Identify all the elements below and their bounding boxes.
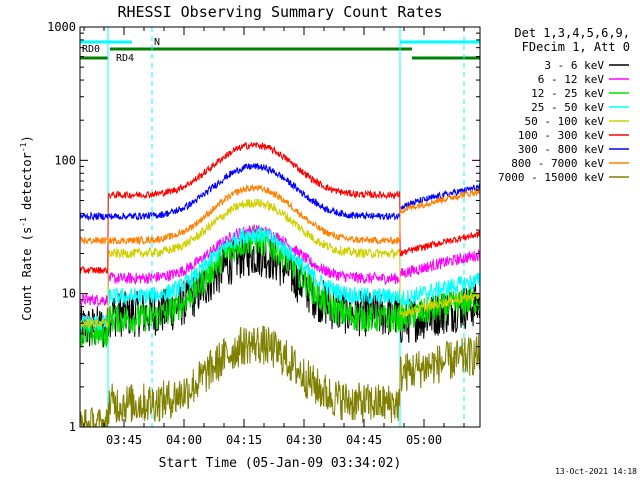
- x-tick-label-1: 03:45: [106, 433, 142, 447]
- y-axis-label-exp-2: -1: [19, 142, 28, 152]
- series-line-4: [80, 226, 480, 332]
- series-line-5: [80, 198, 480, 329]
- flag-label-rd4: RD4: [116, 53, 134, 64]
- y-axis-label-part-2: detector: [20, 152, 34, 217]
- y-tick-label-4: 1000: [47, 20, 76, 34]
- legend-label-8: 800 - 7000 keV: [511, 157, 604, 170]
- y-tick-label-1: 1: [69, 420, 76, 434]
- y-tick-label-3: 100: [54, 153, 76, 167]
- y-tick-label-2: 10: [62, 287, 76, 301]
- y-axis-label: Count Rate (s-1 detector-1): [19, 135, 34, 320]
- legend-label-6: 100 - 300 keV: [518, 129, 604, 142]
- chart-title: RHESSI Observing Summary Count Rates: [117, 3, 442, 21]
- series-line-7: [80, 163, 480, 222]
- timestamp: 13-Oct-2021 14:18: [555, 467, 637, 476]
- plot-frame: [79, 26, 481, 428]
- x-tick-label-4: 04:30: [286, 433, 322, 447]
- legend-label-9: 7000 - 15000 keV: [498, 171, 604, 184]
- x-tick-label-6: 05:00: [406, 433, 442, 447]
- flag-label-n: N: [154, 37, 160, 48]
- x-axis-label: Start Time (05-Jan-09 03:34:02): [159, 456, 402, 471]
- legend-label-5: 50 - 100 keV: [525, 115, 605, 128]
- x-tick-label-3: 04:15: [226, 433, 262, 447]
- svg-text:Count Rate (s-1 detector-1): Count Rate (s-1 detector-1): [19, 135, 34, 320]
- series-line-9: [80, 325, 480, 427]
- x-tick-label-5: 04:45: [346, 433, 382, 447]
- series-line-3: [80, 226, 480, 348]
- y-axis-label-exp-1: -1: [19, 217, 28, 227]
- legend-label-2: 6 - 12 keV: [538, 73, 605, 86]
- plot-area: RD0 RD4 N: [80, 27, 480, 427]
- series-line-6: [80, 141, 480, 275]
- legend-header-line-2: FDecim 1, Att 0: [522, 40, 630, 54]
- y-axis-label-part-3: ): [20, 135, 34, 142]
- y-axis-label-part-1: Count Rate (s: [20, 227, 34, 321]
- legend-label-1: 3 - 6 keV: [544, 59, 604, 72]
- axes: 1 10 100 1000 03:45 04:00 04:15 04:30 04:45 05:00: [47, 20, 481, 447]
- legend-label-4: 25 - 50 keV: [531, 101, 604, 114]
- legend-header-line-1: Det 1,3,4,5,6,9,: [514, 26, 630, 40]
- series-line-8: [80, 183, 480, 246]
- flag-label-rd0: RD0: [82, 44, 100, 55]
- legend-label-3: 12 - 25 keV: [531, 87, 604, 100]
- legend-label-7: 300 - 800 keV: [518, 143, 604, 156]
- x-tick-label-2: 04:00: [166, 433, 202, 447]
